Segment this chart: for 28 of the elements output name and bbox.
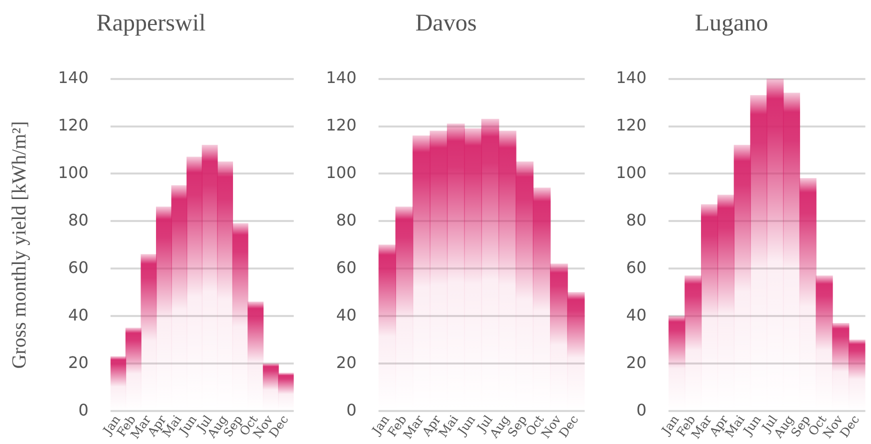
y-tick-label: 0	[636, 400, 647, 420]
y-tick-label: 40	[68, 305, 89, 324]
y-tick-label: 100	[58, 162, 89, 182]
y-tick-label: 80	[626, 210, 647, 230]
y-tick-label: 40	[336, 305, 357, 324]
y-tick-label: 140	[616, 68, 647, 87]
y-tick-label: 60	[626, 258, 647, 277]
y-tick-label: 0	[78, 400, 89, 420]
y-axis-title: Gross monthly yield [kWh/m²]	[8, 121, 30, 369]
y-tick-label: 80	[336, 210, 357, 230]
y-tick-label: 60	[336, 258, 357, 277]
y-tick-label: 100	[616, 162, 647, 182]
y-tick-label: 120	[326, 115, 357, 134]
y-tick-label: 120	[58, 115, 89, 134]
y-tick-label: 20	[68, 352, 89, 372]
y-tick-label: 20	[336, 352, 357, 372]
chart-title: Rapperswil	[96, 10, 206, 37]
y-tick-label: 140	[58, 68, 89, 87]
chart-title: Davos	[415, 10, 477, 37]
y-tick-label: 60	[68, 258, 89, 277]
y-tick-label: 80	[68, 210, 89, 230]
y-tick-label: 0	[346, 400, 357, 420]
y-tick-label: 40	[626, 305, 647, 324]
y-tick-label: 20	[626, 352, 647, 372]
y-tick-label: 100	[326, 162, 357, 182]
chart-title: Lugano	[694, 10, 768, 37]
y-tick-label: 140	[326, 68, 357, 87]
y-tick-label: 120	[616, 115, 647, 134]
